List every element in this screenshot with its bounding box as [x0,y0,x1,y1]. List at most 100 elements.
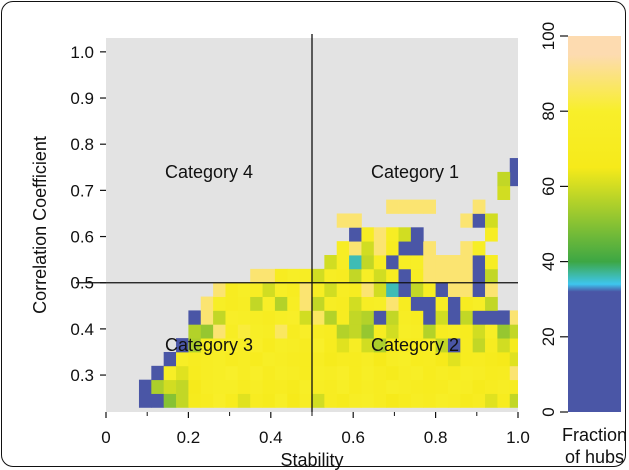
heatmap-cell [200,338,214,353]
heatmap-cell [373,282,387,297]
heatmap-cell [200,324,214,339]
heatmap-cell [435,365,449,381]
heatmap-cell [274,268,288,284]
heatmap-cell [435,296,449,311]
x-tick-label: 0.2 [177,428,201,447]
heatmap-cell [386,324,399,339]
heatmap-cell [447,351,461,367]
heatmap-cell [151,393,165,408]
heatmap-cell [349,241,362,256]
heatmap-cell [213,338,226,353]
heatmap-cell [262,310,276,325]
heatmap-cell [349,338,362,353]
heatmap-cell [410,268,424,284]
heatmap-cell [213,310,226,325]
heatmap-cell [410,227,424,242]
heatmap-cell [361,255,375,270]
heatmap-cell [163,379,177,394]
heatmap-cells [138,158,518,408]
heatmap-cell [237,324,251,339]
heatmap-cell [225,310,239,325]
colorbar-label: Fraction [562,425,627,445]
y-tick-label: 0.5 [70,274,94,293]
heatmap-cell [509,171,518,187]
heatmap-cell [460,379,474,394]
heatmap-cell [447,393,461,408]
heatmap-cell [509,158,518,173]
heatmap-cell [250,351,263,367]
heatmap-cell [447,296,461,311]
heatmap-cell [485,338,498,353]
heatmap-cell [410,379,424,394]
heatmap-cell [460,324,474,339]
heatmap-cell [386,282,399,297]
heatmap-cell [151,365,165,381]
heatmap-cell [361,282,375,297]
heatmap-cell [250,296,263,311]
heatmap-cell [324,338,338,353]
heatmap-cell [472,379,486,394]
heatmap-cell [386,310,399,325]
heatmap-cell [472,268,486,284]
heatmap-cell [262,365,276,381]
heatmap-cell [312,296,325,311]
heatmap-cell [361,324,375,339]
heatmap-cell [373,379,387,394]
heatmap-cell [398,365,412,381]
heatmap-cell [361,310,375,325]
heatmap-cell [299,282,313,297]
heatmap-cell [287,296,301,311]
heatmap-cell [373,324,387,339]
heatmap-cell [324,255,338,270]
heatmap-cell [398,296,412,311]
heatmap-cell [237,282,251,297]
heatmap-cell [472,365,486,381]
heatmap-cell [410,255,424,270]
heatmap-cell [398,310,412,325]
heatmap-cell [386,365,399,381]
heatmap-cell [398,227,412,242]
heatmap-cell [250,365,263,381]
heatmap-cell [312,365,325,381]
heatmap-cell [336,255,350,270]
heatmap-cell [200,351,214,367]
heatmap-cell [324,296,338,311]
heatmap-cell [485,393,498,408]
heatmap-cell [336,268,350,284]
heatmap-cell [176,365,189,381]
heatmap-cell [336,379,350,394]
heatmap-cell [225,296,239,311]
heatmap-cell [237,393,251,408]
heatmap-cell [398,324,412,339]
heatmap-cell [336,213,350,228]
heatmap-cell [225,365,239,381]
heatmap-cell [472,393,486,408]
heatmap-cell [287,393,301,408]
heatmap-cell [349,310,362,325]
heatmap-cell [312,324,325,339]
heatmap-cell [200,310,214,325]
heatmap-cell [398,338,412,353]
heatmap-cell [250,338,263,353]
heatmap-cell [188,310,202,325]
heatmap-cell [447,379,461,394]
heatmap-cell [250,268,263,284]
heatmap-cell [435,310,449,325]
heatmap-cell [299,393,313,408]
heatmap-cell [485,379,498,394]
heatmap-cell [262,296,276,311]
heatmap-cell [410,296,424,311]
heatmap-cell [262,393,276,408]
heatmap-cell [485,282,498,297]
heatmap-cell [398,199,412,214]
axes: 0 0.2 0.4 0.6 0.8 1.0 0.3 0.4 0.5 0.6 0.7 0.8 0.9 1.0 [70,43,529,447]
heatmap-cell [423,324,436,339]
heatmap-cell [386,351,399,367]
heatmap-cell [176,351,189,367]
heatmap-cell [312,310,325,325]
heatmap-cell [361,365,375,381]
heatmap-cell [410,310,424,325]
